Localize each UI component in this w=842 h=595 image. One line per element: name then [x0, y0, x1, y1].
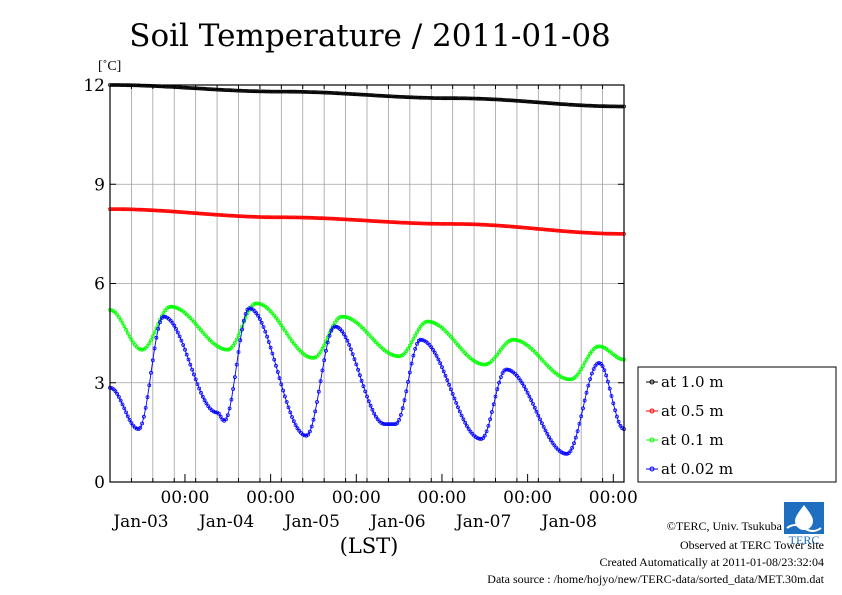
legend: at 1.0 m at 0.5 m at 0.1 m at 0.02 m	[638, 367, 836, 482]
created-text: Created Automatically at 2011-01-08/23:3…	[599, 555, 824, 569]
data-source-text: Data source : /home/hojyo/new/TERC-data/…	[487, 572, 824, 586]
x-tick-date-label: Jan-05	[283, 512, 340, 532]
y-tick-label: 0	[94, 473, 105, 493]
grid-lines	[110, 85, 624, 482]
x-tick-time-label: 00:00	[332, 488, 381, 508]
legend-label: at 0.1 m	[661, 431, 724, 449]
y-tick-label: 12	[83, 76, 105, 96]
x-axis-label: (LST)	[340, 534, 399, 558]
y-tick-label: 3	[94, 374, 105, 394]
observed-text: Observed at TERC Tower site	[680, 538, 824, 552]
x-tick-time-label: 00:00	[503, 488, 552, 508]
chart-title: Soil Temperature / 2011-01-08	[129, 18, 611, 54]
legend-label: at 1.0 m	[661, 373, 724, 391]
x-tick-date-label: Jan-04	[197, 512, 254, 532]
copyright-text: ©TERC, Univ. Tsukuba	[667, 519, 783, 533]
y-tick-label: 6	[94, 275, 105, 295]
legend-label: at 0.5 m	[661, 402, 724, 420]
x-tick-date-label: Jan-08	[540, 512, 597, 532]
x-axis-ticks: 00:00 Jan-03 00:00 Jan-04 00:00 Jan-05 00:00 Ja…	[111, 85, 637, 532]
x-tick-time-label: 00:00	[417, 488, 466, 508]
x-tick-time-label: 00:00	[246, 488, 295, 508]
y-axis-unit-label: [˚C]	[98, 59, 121, 74]
x-tick-date-label: Jan-03	[111, 512, 168, 532]
x-tick-time-label: 00:00	[160, 488, 209, 508]
y-tick-label: 9	[94, 175, 105, 195]
legend-label: at 0.02 m	[661, 460, 733, 478]
y-axis-ticks: 0 3 6 9 12	[83, 76, 624, 493]
x-tick-date-label: Jan-06	[368, 512, 425, 532]
x-tick-time-label: 00:00	[589, 488, 638, 508]
x-tick-date-label: Jan-07	[454, 512, 511, 532]
